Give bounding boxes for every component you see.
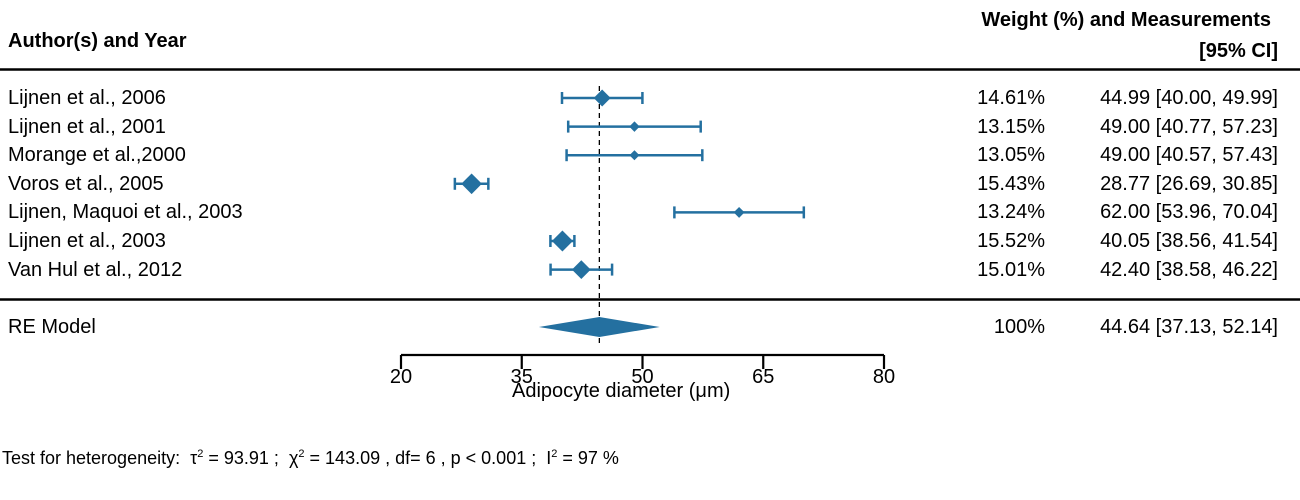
study-label: Lijnen, Maquoi et al., 2003 [8,201,243,224]
header-weight-measurements: Weight (%) and Measurements [981,9,1271,31]
study-label: Morange et al.,2000 [8,144,186,167]
point-estimate-marker [551,230,573,252]
header-author-year: Author(s) and Year [8,30,187,52]
study-label: Van Hul et al., 2012 [8,258,183,281]
study-estimate-ci: 62.00 [53.96, 70.04] [1100,201,1278,224]
summary-diamond [538,317,660,337]
point-estimate-marker [629,150,640,161]
x-tick-label: 65 [752,366,774,388]
study-weight: 15.52% [977,230,1045,252]
heterogeneity-text: Test for heterogeneity: τ2 = 93.91 ; χ2 … [2,448,619,468]
summary-weight: 100% [993,316,1045,338]
study-label: Lijnen et al., 2006 [8,87,166,109]
study-weight: 15.01% [977,258,1045,281]
x-tick-label: 20 [390,366,412,388]
point-estimate-marker [593,89,611,107]
study-estimate-ci: 28.77 [26.69, 30.85] [1100,172,1278,195]
point-estimate-marker [733,206,745,218]
point-estimate-marker [571,260,591,279]
x-axis-label: Adipocyte diameter (μm) [512,380,731,402]
study-weight: 15.43% [977,172,1045,195]
study-estimate-ci: 49.00 [40.77, 57.23] [1100,115,1278,138]
summary-estimate-ci: 44.64 [37.13, 52.14] [1100,316,1278,338]
study-estimate-ci: 44.99 [40.00, 49.99] [1100,87,1278,109]
study-weight: 14.61% [977,87,1045,109]
study-weight: 13.15% [977,115,1045,138]
point-estimate-marker [629,121,640,132]
study-label: Voros et al., 2005 [8,172,164,195]
x-tick-label: 50 [631,366,653,388]
study-label: Lijnen et al., 2003 [8,230,166,252]
x-tick-label: 80 [873,366,895,388]
summary-label: RE Model [8,316,96,338]
point-estimate-marker [461,173,482,195]
study-estimate-ci: 42.40 [38.58, 46.22] [1100,258,1278,281]
study-label: Lijnen et al., 2001 [8,115,166,138]
study-estimate-ci: 40.05 [38.56, 41.54] [1100,230,1278,252]
study-estimate-ci: 49.00 [40.57, 57.43] [1100,144,1278,167]
header-ci: [95% CI] [1199,40,1278,62]
study-weight: 13.05% [977,144,1045,167]
x-tick-label: 35 [511,366,533,388]
study-weight: 13.24% [977,201,1045,224]
